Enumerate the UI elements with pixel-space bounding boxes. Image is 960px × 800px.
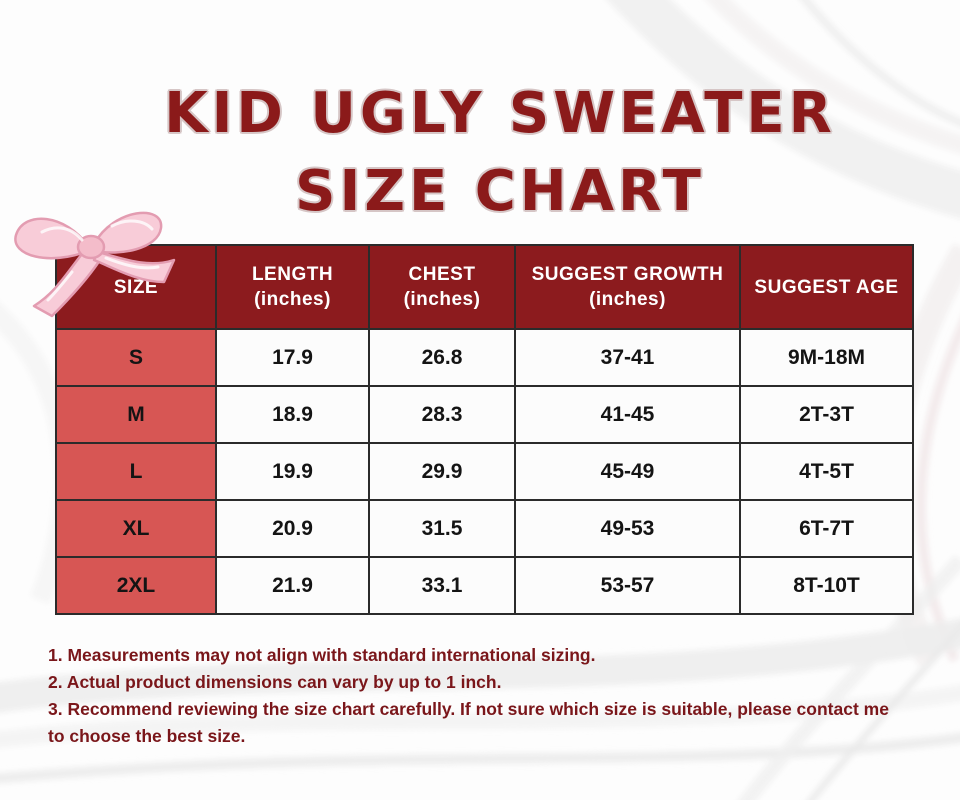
table-row-l: L 19.9 29.9 45-49 4T-5T: [55, 442, 914, 501]
growth-value: 41-45: [514, 385, 741, 444]
header-suggest-age: SUGGEST AGE: [739, 244, 914, 330]
length-value: 17.9: [215, 328, 370, 387]
size-value: XL: [55, 499, 217, 558]
header-size-label: SIZE: [113, 276, 159, 298]
header-chest-label: CHEST: [408, 264, 476, 285]
title-line-1: KID UGLY SWEATER: [164, 81, 836, 146]
growth-value: 37-41: [514, 328, 741, 387]
length-value: 21.9: [215, 556, 370, 615]
header-suggest-growth: SUGGEST GROWTH (inches): [514, 244, 741, 330]
age-value: 2T-3T: [739, 385, 914, 444]
pink-ribbon-bow-icon: [14, 211, 176, 318]
table-row-m: M 18.9 28.3 41-45 2T-3T: [55, 385, 914, 444]
header-age-label: SUGGEST AGE: [754, 276, 899, 298]
age-value: 4T-5T: [739, 442, 914, 501]
table-row-xl: XL 20.9 31.5 49-53 6T-7T: [55, 499, 914, 558]
size-value: S: [55, 328, 217, 387]
age-value: 6T-7T: [739, 499, 914, 558]
chest-value: 28.3: [368, 385, 516, 444]
note-2: 2. Actual product dimensions can vary by…: [48, 672, 502, 692]
header-growth-label: SUGGEST GROWTH: [531, 264, 724, 285]
note-1: 1. Measurements may not align with stand…: [48, 645, 596, 665]
chest-value: 26.8: [368, 328, 516, 387]
header-chest: CHEST (inches): [368, 244, 516, 330]
page-title: KID UGLY SWEATER SIZE CHART: [40, 84, 960, 222]
size-value: M: [55, 385, 217, 444]
table-row-2xl: 2XL 21.9 33.1 53-57 8T-10T: [55, 556, 914, 615]
table-row-s: S 17.9 26.8 37-41 9M-18M: [55, 328, 914, 387]
note-3: 3. Recommend reviewing the size chart ca…: [48, 699, 889, 746]
chest-value: 33.1: [368, 556, 516, 615]
size-value: 2XL: [55, 556, 217, 615]
age-value: 8T-10T: [739, 556, 914, 615]
age-value: 9M-18M: [739, 328, 914, 387]
header-length-label: LENGTH: [251, 264, 334, 285]
size-chart-table: SIZE LENGTH (inches) CHEST (inches) SUGG…: [55, 244, 914, 615]
chest-value: 29.9: [368, 442, 516, 501]
header-growth-unit: (inches): [589, 289, 666, 310]
length-value: 18.9: [215, 385, 370, 444]
title-line-2: SIZE CHART: [295, 159, 705, 224]
size-chart-notes: 1. Measurements may not align with stand…: [48, 642, 892, 750]
size-value: L: [55, 442, 217, 501]
header-length: LENGTH (inches): [215, 244, 370, 330]
growth-value: 45-49: [514, 442, 741, 501]
header-length-unit: (inches): [254, 289, 331, 310]
growth-value: 53-57: [514, 556, 741, 615]
chest-value: 31.5: [368, 499, 516, 558]
length-value: 20.9: [215, 499, 370, 558]
header-chest-unit: (inches): [403, 289, 481, 310]
length-value: 19.9: [215, 442, 370, 501]
growth-value: 49-53: [514, 499, 741, 558]
